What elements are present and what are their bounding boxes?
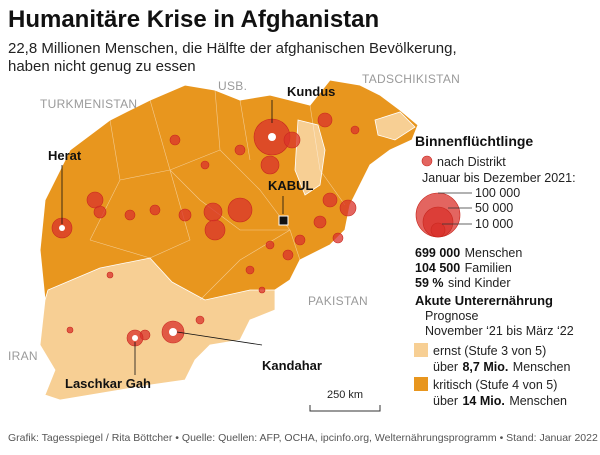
legend-title: Akute Unterernährung — [415, 293, 553, 308]
serious-region — [294, 119, 326, 196]
dot — [265, 240, 275, 250]
dot — [66, 326, 74, 334]
legend-text: Prognose — [425, 309, 479, 323]
country-label: IRAN — [8, 349, 38, 363]
country-label: TURKMENISTAN — [40, 97, 137, 111]
city-marker — [59, 225, 65, 231]
city-marker — [132, 335, 138, 341]
dot — [149, 204, 161, 216]
text: Menschen — [513, 360, 571, 374]
city-label: Laschkar Gah — [65, 376, 151, 391]
text: Menschen — [509, 394, 567, 408]
dot — [203, 202, 223, 222]
legend-size-label: 10 000 — [475, 217, 513, 231]
capital-marker — [278, 215, 289, 226]
stat-label: Menschen — [465, 246, 523, 260]
stat-value: 59 % — [415, 276, 444, 290]
legend-size-label: 100 000 — [475, 186, 520, 200]
stat: 59 % sind Kinder — [415, 274, 511, 291]
legend-text: Januar bis Dezember 2021: — [422, 171, 576, 185]
legend-title: Binnenflüchtlinge — [415, 133, 533, 149]
text: über — [433, 394, 458, 408]
dot — [282, 249, 294, 261]
dot — [200, 160, 210, 170]
dot — [124, 209, 136, 221]
legend-text: November ‘21 bis März ‘22 — [425, 324, 574, 338]
legend-size — [430, 222, 446, 238]
leader-lines — [61, 100, 284, 375]
swatch — [414, 343, 428, 357]
amount: 14 Mio. — [462, 394, 504, 408]
district-borders — [89, 89, 346, 301]
serious-region — [374, 111, 416, 141]
dot — [93, 205, 107, 219]
scale-bar — [309, 405, 381, 412]
subtitle: 22,8 Millionen Menschen, die Hälfte der … — [8, 40, 457, 57]
city-label: Kandahar — [262, 358, 322, 373]
dot — [245, 265, 255, 275]
serious-region — [39, 257, 276, 401]
level-amount: über 8,7 Mio. Menschen — [433, 358, 571, 375]
city-marker — [268, 133, 276, 141]
legend-dot — [421, 155, 433, 167]
stat-value: 699 000 — [415, 246, 460, 260]
level-amount: über 14 Mio. Menschen — [433, 392, 567, 409]
dot — [260, 155, 280, 175]
dot — [169, 134, 181, 146]
city-marker — [169, 328, 177, 336]
legend-text: nach Distrikt — [437, 155, 506, 169]
legend-size-label: 50 000 — [475, 201, 513, 215]
country-label: USB. — [218, 79, 247, 93]
dot — [178, 208, 192, 222]
country-label: TADSCHIKISTAN — [362, 72, 460, 86]
dot — [258, 286, 266, 294]
text: über — [433, 360, 458, 374]
city-label: KABUL — [268, 178, 314, 193]
legend-text: ernst (Stufe 3 von 5) — [433, 344, 546, 358]
dot — [106, 271, 114, 279]
amount: 8,7 Mio. — [462, 360, 508, 374]
stat-label: Familien — [465, 261, 512, 275]
subtitle: haben nicht genug zu essen — [8, 58, 196, 75]
dot — [227, 197, 253, 223]
dot — [294, 234, 306, 246]
city-label: Kundus — [287, 84, 335, 99]
swatch — [414, 377, 428, 391]
scale-label: 250 km — [327, 389, 363, 401]
stat-label: sind Kinder — [448, 276, 511, 290]
legend-lines — [438, 192, 472, 225]
dot — [322, 192, 338, 208]
dot — [339, 199, 357, 217]
footer: Grafik: Tagesspiegel / Rita Böttcher • Q… — [8, 432, 598, 444]
stat-value: 104 500 — [415, 261, 460, 275]
city-label: Herat — [48, 148, 82, 163]
dot — [313, 215, 327, 229]
title: Humanitäre Krise in Afghanistan — [8, 6, 379, 33]
dot — [332, 232, 344, 244]
country-label: PAKISTAN — [308, 294, 368, 308]
dot — [234, 144, 246, 156]
stat: 699 000 Menschen — [415, 244, 522, 261]
dot — [317, 112, 333, 128]
dot — [350, 125, 360, 135]
dot — [195, 315, 205, 325]
dot — [86, 191, 104, 209]
stat: 104 500 Familien — [415, 259, 512, 276]
legend-text: kritisch (Stufe 4 von 5) — [433, 378, 557, 392]
dot — [204, 219, 226, 241]
dot — [283, 131, 301, 149]
